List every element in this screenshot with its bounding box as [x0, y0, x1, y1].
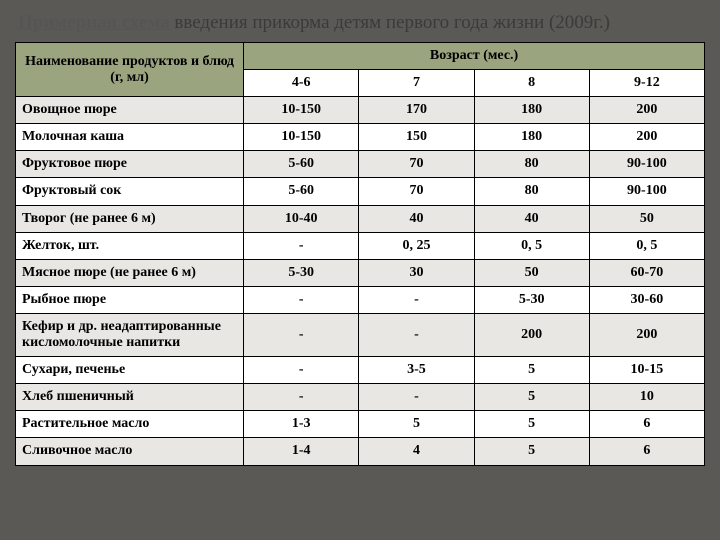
cell-value: 5 [474, 411, 589, 438]
product-name: Фруктовое пюре [16, 151, 244, 178]
cell-value: 60-70 [589, 259, 704, 286]
col-age-3: 9-12 [589, 70, 704, 97]
col-age-1: 7 [359, 70, 474, 97]
cell-value: - [244, 357, 359, 384]
cell-value: 30-60 [589, 286, 704, 313]
cell-value: - [359, 384, 474, 411]
cell-value: 0, 5 [589, 232, 704, 259]
col-age-0: 4-6 [244, 70, 359, 97]
table-row: Кефир и др. неадаптированные кисломолочн… [16, 313, 705, 356]
cell-value: 150 [359, 124, 474, 151]
cell-value: 40 [474, 205, 589, 232]
cell-value: 10 [589, 384, 704, 411]
product-name: Мясное пюре (не ранее 6 м) [16, 259, 244, 286]
table-row: Фруктовый сок5-60708090-100 [16, 178, 705, 205]
product-name: Молочная каша [16, 124, 244, 151]
cell-value: 1-3 [244, 411, 359, 438]
cell-value: 10-150 [244, 97, 359, 124]
cell-value: - [244, 232, 359, 259]
cell-value: 4 [359, 438, 474, 465]
product-name: Рыбное пюре [16, 286, 244, 313]
title-lead: Примерная схема [18, 12, 170, 33]
table-row: Творог (не ранее 6 м)10-40404050 [16, 205, 705, 232]
col-age-2: 8 [474, 70, 589, 97]
cell-value: 200 [589, 97, 704, 124]
cell-value: 40 [359, 205, 474, 232]
table-row: Сухари, печенье-3-5510-15 [16, 357, 705, 384]
product-name: Кефир и др. неадаптированные кисломолочн… [16, 313, 244, 356]
cell-value: 5 [474, 384, 589, 411]
cell-value: 0, 25 [359, 232, 474, 259]
product-name: Овощное пюре [16, 97, 244, 124]
cell-value: 70 [359, 151, 474, 178]
cell-value: 0, 5 [474, 232, 589, 259]
cell-value: 180 [474, 97, 589, 124]
table-row: Овощное пюре10-150170180200 [16, 97, 705, 124]
cell-value: 6 [589, 411, 704, 438]
cell-value: 5-30 [474, 286, 589, 313]
cell-value: 90-100 [589, 151, 704, 178]
cell-value: - [359, 313, 474, 356]
product-name: Фруктовый сок [16, 178, 244, 205]
product-name: Сливочное масло [16, 438, 244, 465]
product-name: Сухари, печенье [16, 357, 244, 384]
table-body: Овощное пюре10-150170180200Молочная каша… [16, 97, 705, 465]
cell-value: 170 [359, 97, 474, 124]
col-product: Наименование продуктов и блюд (г, мл) [16, 43, 244, 97]
cell-value: 6 [589, 438, 704, 465]
cell-value: - [244, 384, 359, 411]
cell-value: 5-60 [244, 178, 359, 205]
cell-value: 180 [474, 124, 589, 151]
table-row: Фруктовое пюре5-60708090-100 [16, 151, 705, 178]
cell-value: 200 [474, 313, 589, 356]
table-row: Сливочное масло1-4456 [16, 438, 705, 465]
cell-value: 10-40 [244, 205, 359, 232]
product-name: Хлеб пшеничный [16, 384, 244, 411]
cell-value: 1-4 [244, 438, 359, 465]
cell-value: 5 [474, 438, 589, 465]
table-row: Молочная каша10-150150180200 [16, 124, 705, 151]
table-row: Желток, шт.-0, 250, 50, 5 [16, 232, 705, 259]
product-name: Растительное масло [16, 411, 244, 438]
cell-value: - [244, 286, 359, 313]
table-head: Наименование продуктов и блюд (г, мл) Во… [16, 43, 705, 97]
page-title: Примерная схема введения прикорма детям … [0, 0, 720, 42]
cell-value: 3-5 [359, 357, 474, 384]
cell-value: 5-30 [244, 259, 359, 286]
cell-value: 70 [359, 178, 474, 205]
cell-value: 50 [589, 205, 704, 232]
cell-value: 80 [474, 151, 589, 178]
cell-value: 200 [589, 313, 704, 356]
cell-value: 5 [359, 411, 474, 438]
product-name: Творог (не ранее 6 м) [16, 205, 244, 232]
cell-value: 5 [474, 357, 589, 384]
table-row: Растительное масло1-3556 [16, 411, 705, 438]
cell-value: 10-15 [589, 357, 704, 384]
cell-value: 50 [474, 259, 589, 286]
cell-value: 30 [359, 259, 474, 286]
title-rest: введения прикорма детям первого года жиз… [170, 12, 610, 33]
cell-value: 5-60 [244, 151, 359, 178]
cell-value: 80 [474, 178, 589, 205]
table-row: Хлеб пшеничный--510 [16, 384, 705, 411]
col-age: Возраст (мес.) [244, 43, 705, 70]
cell-value: - [359, 286, 474, 313]
cell-value: - [244, 313, 359, 356]
cell-value: 200 [589, 124, 704, 151]
product-name: Желток, шт. [16, 232, 244, 259]
cell-value: 10-150 [244, 124, 359, 151]
cell-value: 90-100 [589, 178, 704, 205]
feeding-table: Наименование продуктов и блюд (г, мл) Во… [15, 42, 705, 466]
table-row: Рыбное пюре--5-3030-60 [16, 286, 705, 313]
table-row: Мясное пюре (не ранее 6 м)5-30305060-70 [16, 259, 705, 286]
